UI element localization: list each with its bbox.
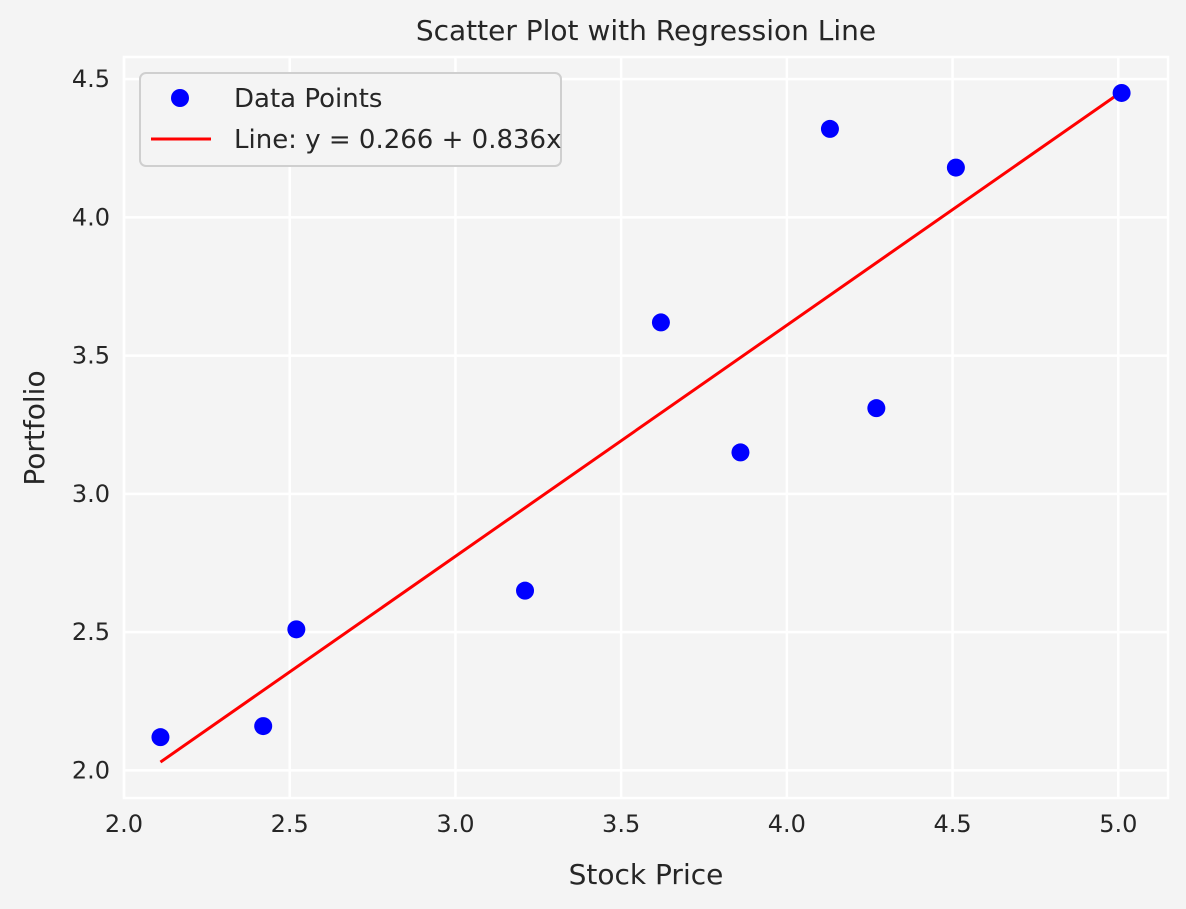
x-tick-label: 4.5 (933, 810, 971, 838)
y-tick-label: 2.5 (72, 618, 110, 646)
y-tick-labels: 2.0 2.5 3.0 3.5 4.0 4.5 (72, 65, 110, 784)
y-tick-label: 4.5 (72, 65, 110, 93)
chart-title: Scatter Plot with Regression Line (416, 14, 876, 47)
data-point (151, 728, 170, 747)
regression-line-group (159, 90, 1123, 764)
legend-marker-data-points (171, 89, 189, 107)
x-tick-labels: 2.0 2.5 3.0 3.5 4.0 4.5 5.0 (105, 810, 1137, 838)
x-tick-label: 3.0 (436, 810, 474, 838)
x-tick-label: 2.0 (105, 810, 143, 838)
legend-box (139, 72, 562, 167)
plot-border (122, 55, 1170, 800)
y-tick-label: 3.0 (72, 480, 110, 508)
x-tick-label: 4.0 (768, 810, 806, 838)
y-tick-label: 4.0 (72, 203, 110, 231)
regression-line (159, 90, 1123, 764)
x-tick-label: 3.5 (602, 810, 640, 838)
x-axis-label: Stock Price (569, 858, 724, 891)
legend-label-data-points: Data Points (234, 84, 382, 114)
legend-label-regression-line: Line: y = 0.266 + 0.836x (234, 125, 561, 155)
data-point (820, 119, 839, 138)
data-point (1112, 83, 1131, 102)
legend: Data Points Line: y = 0.266 + 0.836x (139, 72, 562, 167)
x-tick-label: 5.0 (1099, 810, 1137, 838)
data-point (254, 717, 273, 736)
data-point (731, 443, 750, 462)
x-tick-label: 2.5 (271, 810, 309, 838)
y-axis-label: Portfolio (18, 370, 51, 485)
data-points-group (151, 83, 1131, 747)
data-point (651, 313, 670, 332)
y-tick-label: 2.0 (72, 756, 110, 784)
data-point (946, 158, 965, 177)
data-point (287, 620, 306, 639)
y-tick-label: 3.5 (72, 342, 110, 370)
data-point (516, 581, 535, 600)
data-point (867, 399, 886, 418)
